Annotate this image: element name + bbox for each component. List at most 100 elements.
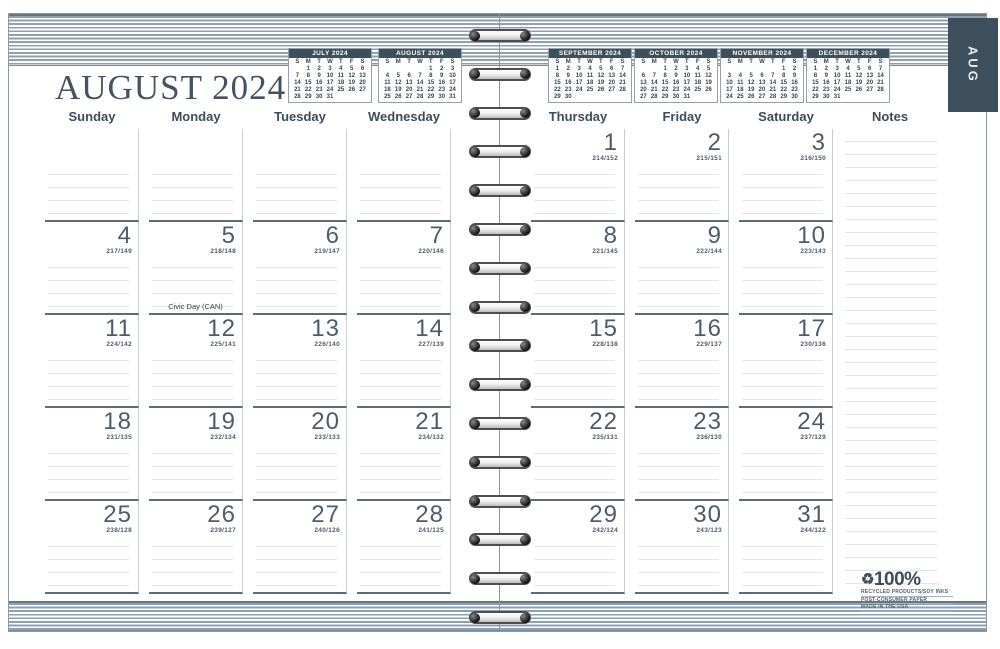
- binding-coil: [468, 532, 532, 547]
- mini-day-letter: W: [845, 59, 851, 65]
- day-cell: 11 224/142: [45, 315, 139, 408]
- mini-day-letter: T: [317, 59, 321, 65]
- mini-date: 29: [304, 94, 312, 101]
- day-of-year-code: 241/125: [418, 527, 444, 534]
- mini-calendar-title: AUGUST 2024: [379, 49, 461, 58]
- binding-coil: [468, 610, 532, 625]
- date-block: 11 224/142: [105, 317, 132, 349]
- mini-date: 19: [394, 87, 402, 94]
- binding-coil: [468, 67, 532, 82]
- mini-day-letter: W: [417, 59, 423, 65]
- mini-date: [357, 94, 368, 101]
- day-header-wednesday: Wednesday: [367, 109, 440, 124]
- mini-date: 15: [661, 80, 669, 87]
- mini-date: 28: [294, 94, 301, 101]
- mini-date: 24: [326, 87, 334, 94]
- binding-coil: [468, 106, 532, 121]
- mini-day-letter: T: [663, 59, 667, 65]
- mini-date: 20: [758, 87, 766, 94]
- day-of-year-code: 224/142: [106, 341, 132, 348]
- mini-date: 27: [866, 87, 874, 94]
- mini-date: 19: [855, 80, 863, 87]
- cell-ruled-lines: [638, 360, 719, 404]
- date-number: 30: [693, 501, 722, 528]
- mini-day-letter: T: [599, 59, 603, 65]
- day-cell: 25 238/128: [45, 501, 139, 594]
- day-of-year-code: 240/126: [314, 527, 340, 534]
- mini-date: 2: [674, 66, 678, 73]
- mini-date: 27: [608, 87, 616, 94]
- mini-date: 17: [683, 80, 691, 87]
- day-header-thursday: Thursday: [548, 109, 608, 124]
- date-number: 15: [589, 315, 618, 342]
- mini-day-letter: S: [878, 59, 883, 65]
- mini-date: [735, 66, 746, 73]
- day-header-saturday: Saturday: [758, 109, 814, 124]
- day-cell: 30 243/123: [635, 501, 729, 594]
- mini-date: 10: [833, 73, 841, 80]
- mini-date: 26: [394, 94, 402, 101]
- mini-date: 16: [315, 80, 323, 87]
- cell-ruled-lines: [534, 174, 615, 218]
- date-number: 16: [693, 315, 722, 342]
- mini-date: 8: [782, 73, 786, 80]
- mini-calendar-july: JULY 2024 S M T W T F S 1 2 3 4 5 6 7 8 9 10 11 12 13 14 15 16 1…: [288, 48, 372, 103]
- cell-ruled-lines: [638, 546, 719, 590]
- cell-ruled-lines: [48, 267, 129, 311]
- day-cell: 28 241/125: [357, 501, 451, 594]
- mini-date: 23: [672, 87, 680, 94]
- day-cell: 5 218/148 Civic Day (CAN): [149, 222, 243, 315]
- mini-date: [382, 66, 393, 73]
- date-block: 29 242/124: [589, 503, 618, 535]
- mini-date: 19: [747, 87, 755, 94]
- mini-date: 23: [822, 87, 830, 94]
- mini-day-letter: T: [771, 59, 775, 65]
- mini-calendar-grid: S M T W T F S 1 2 3 4 5 6 7 8 9 10 11 12 13 14 15 16 17 18 19 20 21…: [635, 58, 717, 102]
- day-cell: 26 239/127: [149, 501, 243, 594]
- mini-date: 13: [758, 80, 766, 87]
- mini-day-letter: S: [813, 59, 818, 65]
- mini-day-letter: W: [759, 59, 765, 65]
- day-cell: 21 234/132: [357, 408, 451, 501]
- mini-date: 31: [833, 94, 841, 101]
- mini-day-letter: S: [360, 59, 365, 65]
- date-number: 17: [797, 315, 826, 342]
- date-block: 17 230/136: [797, 315, 826, 349]
- mini-day-letter: T: [857, 59, 861, 65]
- mini-date: 23: [791, 87, 798, 94]
- date-number: 21: [415, 408, 444, 435]
- coil-wire: [469, 106, 531, 120]
- mini-date: 20: [608, 80, 616, 87]
- binding-coil: [468, 416, 532, 431]
- mini-date: 10: [683, 73, 691, 80]
- date-block: 26 239/127: [207, 503, 236, 535]
- mini-day-letter: S: [641, 59, 646, 65]
- mini-date: 25: [384, 94, 391, 101]
- day-cell: [45, 129, 139, 222]
- coil-wire: [469, 455, 531, 469]
- cell-ruled-lines: [360, 360, 441, 404]
- mini-date: 23: [315, 87, 323, 94]
- mini-date: [757, 66, 768, 73]
- day-cell: [357, 129, 451, 222]
- page-title: AUGUST 2024: [55, 68, 287, 107]
- mini-date: [346, 94, 357, 101]
- date-block: 24 237/129: [797, 410, 826, 442]
- mini-date: 11: [337, 73, 345, 80]
- mini-date: 4: [846, 66, 850, 73]
- day-of-year-code: 237/129: [800, 434, 826, 441]
- day-of-year-code: 232/134: [210, 434, 236, 441]
- cell-ruled-lines: [152, 267, 233, 311]
- mini-date: 16: [564, 80, 572, 87]
- date-block: 1 214/152: [592, 131, 618, 163]
- cell-ruled-lines: [152, 453, 233, 497]
- date-block: 23 236/130: [693, 410, 722, 442]
- mini-date: 11: [844, 73, 852, 80]
- mini-date: 16: [672, 80, 680, 87]
- cell-ruled-lines: [638, 453, 719, 497]
- cell-ruled-lines: [360, 174, 441, 218]
- day-header-sunday: Sunday: [68, 109, 116, 124]
- mini-day-letter: M: [395, 59, 401, 65]
- cell-ruled-lines: [742, 174, 823, 218]
- date-block: 4 217/149: [106, 224, 132, 256]
